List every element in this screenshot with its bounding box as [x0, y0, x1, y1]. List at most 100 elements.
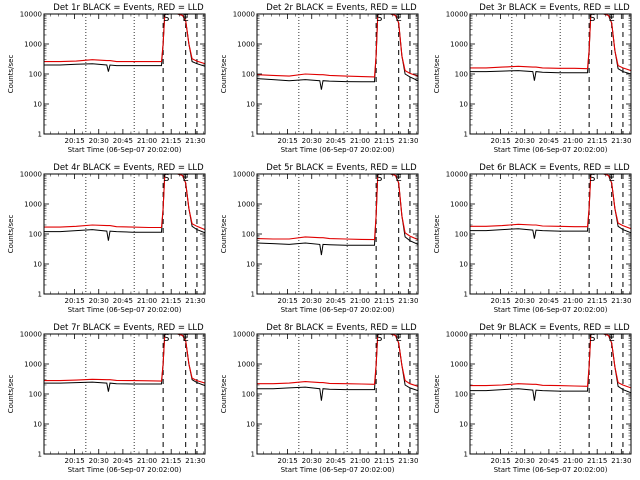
- plot-frame: [43, 13, 206, 135]
- lld-series-line: [257, 174, 418, 241]
- plot-frame: [469, 333, 632, 455]
- x-tick-label: 20:30: [302, 457, 322, 465]
- marker-e: E: [183, 173, 189, 184]
- y-tick-label: 10: [459, 261, 468, 269]
- x-tick-label: 21:30: [611, 297, 631, 305]
- x-tick-label: 21:00: [563, 457, 583, 465]
- x-tick-label: 21:00: [350, 457, 370, 465]
- x-axis-label: Start Time (06-Sep-07 20:02:00): [281, 466, 395, 474]
- marker-s: S: [376, 13, 382, 24]
- x-axis-label: Start Time (06-Sep-07 20:02:00): [494, 466, 608, 474]
- x-axis-label: Start Time (06-Sep-07 20:02:00): [281, 146, 395, 154]
- y-tick-label: 10000: [233, 331, 255, 339]
- panel-title: Det 9r BLACK = Events, RED = LLD: [479, 323, 630, 333]
- y-tick-label: 100: [242, 391, 255, 399]
- x-tick-label: 21:00: [350, 297, 370, 305]
- y-tick-label: 1: [464, 291, 468, 299]
- x-tick-label: 20:45: [113, 137, 133, 145]
- y-tick-label: 10000: [446, 11, 468, 19]
- y-tick-label: 10: [33, 421, 42, 429]
- x-tick-label: 20:30: [89, 137, 109, 145]
- detector-panel: Det 5r BLACK = Events, RED = LLD S E 1 10 100…: [213, 160, 426, 320]
- marker-e: E: [609, 173, 615, 184]
- x-tick-label: 21:30: [611, 457, 631, 465]
- plot-frame: [256, 333, 419, 455]
- detector-panel: Det 4r BLACK = Events, RED = LLD S E 1 10 100…: [0, 160, 213, 320]
- x-tick-label: 21:15: [161, 137, 181, 145]
- y-tick-label: 100: [242, 231, 255, 239]
- y-tick-label: 1: [251, 131, 255, 139]
- x-tick-label: 21:00: [563, 137, 583, 145]
- x-tick-label: 20:30: [302, 137, 322, 145]
- marker-s: S: [589, 173, 595, 184]
- lld-series-line: [44, 14, 205, 65]
- lld-series-line: [257, 14, 418, 78]
- y-axis-label: Counts/sec: [220, 375, 228, 414]
- x-tick-label: 21:30: [185, 137, 205, 145]
- x-tick-label: 21:00: [137, 137, 157, 145]
- marker-s: S: [376, 333, 382, 344]
- detector-panel: Det 1r BLACK = Events, RED = LLD S E 1 10 100…: [0, 0, 213, 160]
- y-axis-label: Counts/sec: [7, 375, 15, 414]
- marker-s: S: [163, 13, 169, 24]
- plot-frame: [43, 173, 206, 295]
- panel-title: Det 4r BLACK = Events, RED = LLD: [53, 163, 204, 173]
- y-tick-label: 10000: [20, 171, 42, 179]
- lld-series-line: [470, 14, 631, 72]
- marker-e: E: [183, 333, 189, 344]
- x-tick-label: 21:30: [398, 137, 418, 145]
- x-tick-label: 21:15: [374, 457, 394, 465]
- y-tick-label: 10000: [20, 331, 42, 339]
- y-tick-label: 1000: [237, 361, 255, 369]
- y-tick-label: 1000: [450, 361, 468, 369]
- x-tick-label: 20:30: [515, 297, 535, 305]
- x-tick-label: 21:15: [587, 457, 607, 465]
- y-tick-label: 1: [464, 451, 468, 459]
- y-tick-label: 1: [38, 451, 42, 459]
- lld-series-line: [44, 174, 205, 231]
- y-tick-label: 100: [455, 391, 468, 399]
- x-tick-label: 20:15: [277, 137, 297, 145]
- events-series-line: [257, 14, 418, 90]
- y-tick-label: 10000: [233, 11, 255, 19]
- panel-title: Det 5r BLACK = Events, RED = LLD: [266, 163, 417, 173]
- x-axis-label: Start Time (06-Sep-07 20:02:00): [68, 466, 182, 474]
- x-tick-label: 21:30: [185, 457, 205, 465]
- y-tick-label: 1000: [237, 41, 255, 49]
- events-series-line: [257, 334, 418, 401]
- y-axis-label: Counts/sec: [7, 55, 15, 94]
- x-tick-label: 20:45: [539, 457, 559, 465]
- y-tick-label: 1000: [24, 361, 42, 369]
- marker-s: S: [589, 333, 595, 344]
- x-tick-label: 21:15: [587, 137, 607, 145]
- y-tick-label: 100: [455, 231, 468, 239]
- detector-panel: Det 9r BLACK = Events, RED = LLD S E 1 10 100…: [426, 320, 639, 480]
- panel-title: Det 3r BLACK = Events, RED = LLD: [479, 3, 630, 13]
- x-tick-label: 20:45: [326, 297, 346, 305]
- marker-s: S: [589, 13, 595, 24]
- events-series-line: [470, 174, 631, 239]
- y-tick-label: 10000: [233, 171, 255, 179]
- x-tick-label: 21:15: [374, 137, 394, 145]
- panel-title: Det 6r BLACK = Events, RED = LLD: [479, 163, 630, 173]
- x-tick-label: 21:30: [611, 137, 631, 145]
- y-tick-label: 100: [29, 71, 42, 79]
- x-tick-label: 21:00: [563, 297, 583, 305]
- marker-e: E: [396, 333, 402, 344]
- x-tick-label: 21:15: [161, 297, 181, 305]
- x-tick-label: 20:45: [326, 137, 346, 145]
- marker-s: S: [163, 333, 169, 344]
- y-tick-label: 1: [38, 291, 42, 299]
- lld-series-line: [257, 334, 418, 387]
- x-tick-label: 20:30: [515, 137, 535, 145]
- x-tick-label: 21:00: [350, 137, 370, 145]
- y-axis-label: Counts/sec: [433, 375, 441, 414]
- x-tick-label: 20:15: [277, 297, 297, 305]
- y-tick-label: 10: [246, 101, 255, 109]
- x-tick-label: 20:15: [490, 137, 510, 145]
- y-tick-label: 1000: [24, 201, 42, 209]
